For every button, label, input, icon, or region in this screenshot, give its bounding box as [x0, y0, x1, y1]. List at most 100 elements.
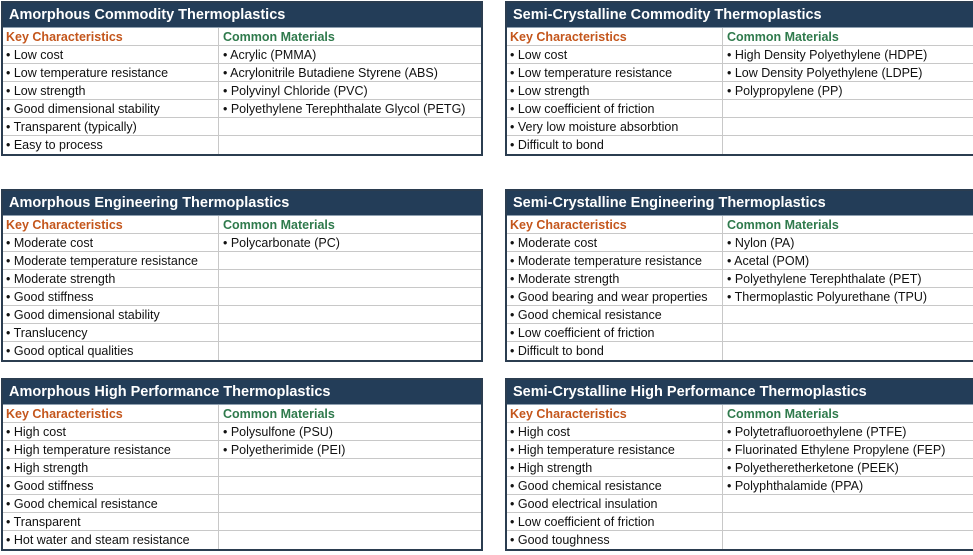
characteristic: • Good chemical resistance [3, 495, 219, 512]
characteristic: • Hot water and steam resistance [3, 531, 219, 549]
table-row: • Difficult to bond [507, 342, 973, 360]
characteristic: • Low coefficient of friction [507, 513, 723, 530]
material: • Polytetrafluoroethylene (PTFE) [727, 425, 907, 439]
material: • Polypropylene (PP) [727, 84, 843, 98]
table-row: • Good dimensional stability • Polyethyle… [3, 100, 481, 118]
material: • Polycarbonate (PC) [223, 236, 340, 250]
table-row: • Low coefficient of friction [507, 100, 973, 118]
material: • Low Density Polyethylene (LDPE) [727, 66, 923, 80]
characteristic: • Low strength [3, 82, 219, 99]
characteristic: • High cost [3, 423, 219, 440]
table-row: • Low strength • Polypropylene (PP) [507, 82, 973, 100]
column-header: Key Characteristics [507, 28, 723, 45]
empty-cell [219, 495, 481, 512]
table-row: • High cost • Polytetrafluoroethylene (PT… [507, 423, 973, 441]
header-row: Key Characteristics Common Materials [3, 28, 481, 46]
characteristic: • Easy to process [3, 136, 219, 154]
material: • Acrylic (PMMA) [223, 48, 317, 62]
characteristic: • Translucency [3, 324, 219, 341]
table-panel: Semi-Crystalline Commodity Thermoplastic… [505, 1, 973, 156]
characteristic: • Moderate strength [3, 270, 219, 287]
header-row: Key Characteristics Common Materials [3, 216, 481, 234]
characteristic: • Moderate cost [507, 234, 723, 251]
table-row: • High strength • Polyetheretherketone (P… [507, 459, 973, 477]
characteristic: • Good stiffness [3, 288, 219, 305]
column-header: Common Materials [727, 218, 839, 232]
panel-title: Amorphous Commodity Thermoplastics [3, 3, 481, 28]
table-row: • Good chemical resistance [507, 306, 973, 324]
table-row: • High temperature resistance • Polyether… [3, 441, 481, 459]
table-row: • High temperature resistance • Fluorinat… [507, 441, 973, 459]
table-row: • Moderate cost • Polycarbonate (PC) [3, 234, 481, 252]
characteristic: • Transparent (typically) [3, 118, 219, 135]
characteristic: • Difficult to bond [507, 342, 723, 360]
table-row: • Good dimensional stability [3, 306, 481, 324]
material: • Polysulfone (PSU) [223, 425, 333, 439]
empty-cell [219, 342, 481, 360]
table-row: • Moderate temperature resistance • Aceta… [507, 252, 973, 270]
table-row: • Transparent [3, 513, 481, 531]
empty-cell [219, 531, 481, 549]
empty-cell [219, 459, 481, 476]
material: • Nylon (PA) [727, 236, 795, 250]
empty-cell [723, 342, 973, 360]
column-header: Key Characteristics [507, 405, 723, 422]
material: • Polyphthalamide (PPA) [727, 479, 864, 493]
empty-cell [723, 118, 973, 135]
empty-cell [723, 495, 973, 512]
table-row: • Good chemical resistance [3, 495, 481, 513]
table-row: • Moderate temperature resistance [3, 252, 481, 270]
table-row: • Easy to process [3, 136, 481, 154]
characteristic: • Low cost [3, 46, 219, 63]
table-row: • Good electrical insulation [507, 495, 973, 513]
table-row: • Good optical qualities [3, 342, 481, 360]
table-panel: Amorphous Commodity Thermoplastics Key Ch… [1, 1, 483, 156]
characteristic: • Good toughness [507, 531, 723, 549]
table-row: • High cost • Polysulfone (PSU) [3, 423, 481, 441]
material: • Polyetherimide (PEI) [223, 443, 346, 457]
characteristic: • High temperature resistance [3, 441, 219, 458]
material: • Polyvinyl Chloride (PVC) [223, 84, 368, 98]
empty-cell [219, 252, 481, 269]
empty-cell [723, 324, 973, 341]
panel-title: Semi-Crystalline Engineering Thermoplast… [507, 191, 973, 216]
characteristic: • Low coefficient of friction [507, 324, 723, 341]
header-row: Key Characteristics Common Materials [3, 405, 481, 423]
characteristic: • Moderate cost [3, 234, 219, 251]
characteristic: • High temperature resistance [507, 441, 723, 458]
empty-cell [723, 531, 973, 549]
table-row: • Moderate strength [3, 270, 481, 288]
characteristic: • Moderate strength [507, 270, 723, 287]
empty-cell [723, 513, 973, 530]
column-header: Common Materials [223, 218, 335, 232]
empty-cell [219, 306, 481, 323]
material: • Polyethylene Terephthalate Glycol (PET… [223, 102, 466, 116]
table-row: • Low temperature resistance • Low Densit… [507, 64, 973, 82]
table-row: • Low temperature resistance • Acrylonitr… [3, 64, 481, 82]
panel-title: Amorphous Engineering Thermoplastics [3, 191, 481, 216]
characteristic: • Good chemical resistance [507, 306, 723, 323]
characteristic: • High cost [507, 423, 723, 440]
characteristic: • Low strength [507, 82, 723, 99]
table-row: • Translucency [3, 324, 481, 342]
column-header: Key Characteristics [3, 405, 219, 422]
panel-title: Semi-Crystalline Commodity Thermoplastic… [507, 3, 973, 28]
table-row: • Transparent (typically) [3, 118, 481, 136]
characteristic: • High strength [507, 459, 723, 476]
characteristic: • Difficult to bond [507, 136, 723, 154]
table-row: • Good toughness [507, 531, 973, 549]
characteristic: • Good bearing and wear properties [507, 288, 723, 305]
table-row: • Good bearing and wear properties • Ther… [507, 288, 973, 306]
table-row: • Low cost • High Density Polyethylene (H… [507, 46, 973, 64]
table-row: • Good chemical resistance • Polyphthalam… [507, 477, 973, 495]
material: • Polyetheretherketone (PEEK) [727, 461, 899, 475]
table-panel: Amorphous High Performance Thermoplastic… [1, 378, 483, 551]
material: • Acrylonitrile Butadiene Styrene (ABS) [223, 66, 438, 80]
empty-cell [723, 100, 973, 117]
empty-cell [219, 477, 481, 494]
characteristic: • Low coefficient of friction [507, 100, 723, 117]
material: • Fluorinated Ethylene Propylene (FEP) [727, 443, 946, 457]
table-row: • Very low moisture absorbtion [507, 118, 973, 136]
empty-cell [219, 324, 481, 341]
